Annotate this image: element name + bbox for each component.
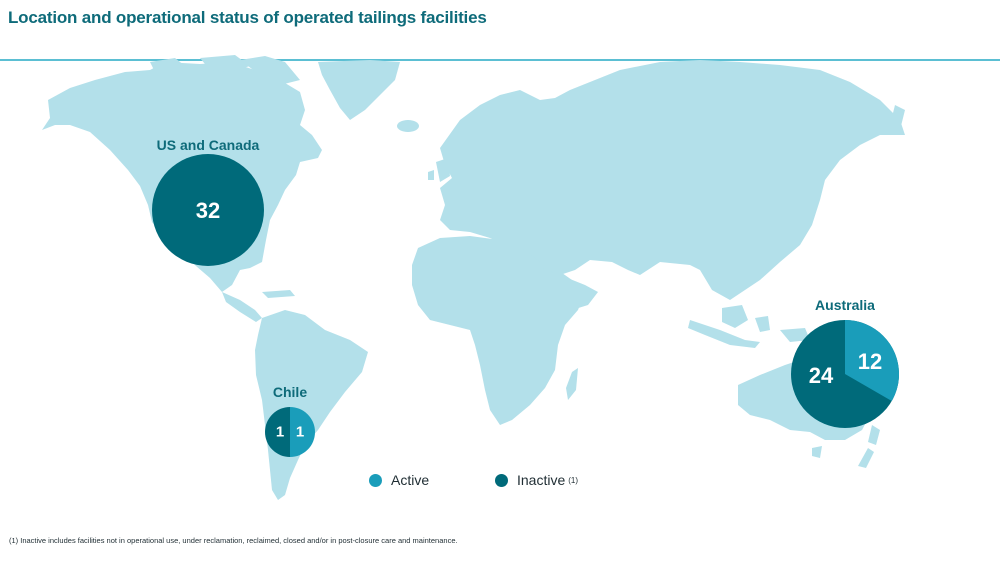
title-divider — [0, 59, 1000, 61]
legend-dot-inactive-icon — [495, 473, 508, 487]
legend-active: Active — [369, 472, 429, 488]
page-title: Location and operational status of opera… — [8, 8, 487, 27]
greenland — [318, 60, 400, 120]
region-label-chile: Chile — [272, 384, 308, 400]
pie-australia — [791, 320, 899, 428]
legend-inactive: Inactive (1) — [495, 472, 578, 488]
pie-value-chile-inactive: 1 — [275, 423, 285, 441]
legend-active-label: Active — [391, 472, 430, 488]
pie-value-australia-inactive: 24 — [808, 363, 834, 388]
pie-chile — [265, 407, 315, 457]
footnote: (1) Inactive includes facilities not in … — [9, 536, 458, 545]
legend-footnote-marker: (1) — [568, 475, 579, 485]
south-america — [255, 310, 368, 500]
eurasia — [440, 60, 905, 300]
pie-value-australia-active: 12 — [857, 349, 883, 374]
region-label-australia: Australia — [815, 297, 875, 313]
pie-us-canada — [152, 154, 264, 266]
region-label-us-canada: US and Canada — [156, 137, 260, 153]
pie-value-us-canada-inactive: 32 — [195, 198, 221, 223]
land-masses — [42, 55, 905, 500]
legend-inactive-label: Inactive — [517, 472, 566, 488]
legend-dot-active-icon — [369, 473, 382, 487]
pie-value-chile-active: 1 — [295, 423, 305, 441]
africa — [412, 236, 585, 425]
